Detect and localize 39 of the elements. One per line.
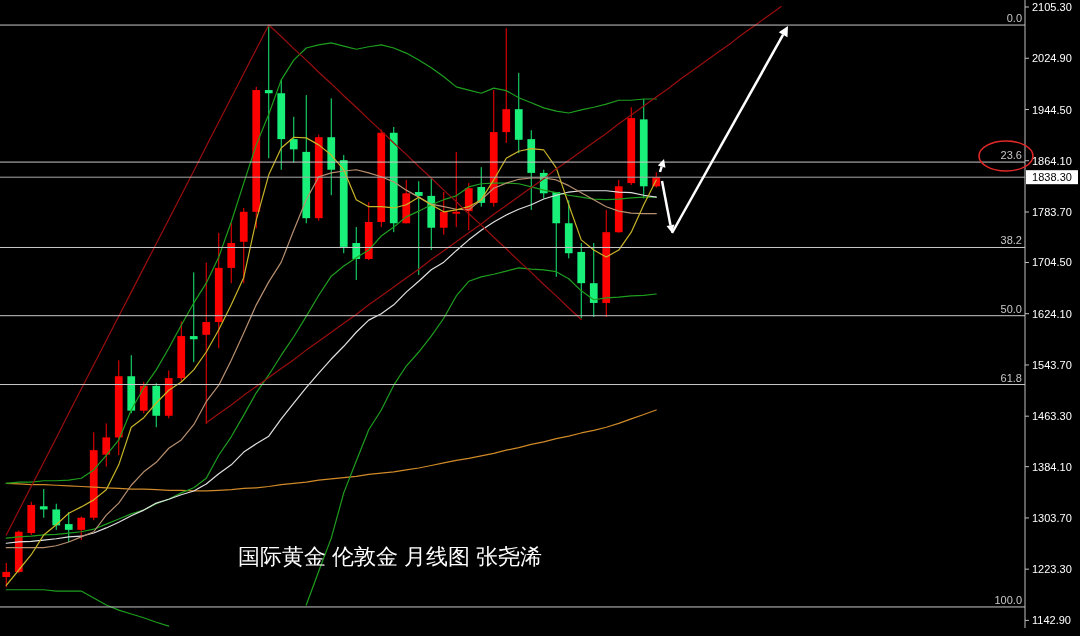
y-tick-label: 1223.30 [1032,563,1072,576]
y-tick-label: 1944.50 [1032,103,1072,116]
y-tick-label: 1543.70 [1032,358,1072,371]
candlestick [414,180,423,276]
candlestick [64,511,73,543]
candlestick [2,562,11,588]
annotation: 50.0 [1000,302,1022,315]
y-tick-label: 1783.70 [1032,205,1072,218]
candlestick [102,422,111,468]
annotation: 23.6 [1000,149,1022,162]
candlestick [202,262,211,425]
y-tick-label: 1384.10 [1032,460,1072,473]
y-tick-label: 1864.10 [1032,154,1072,167]
candlestick [264,25,273,159]
ref-line-label: 1838.30 [1032,171,1072,184]
candlestick [52,503,61,531]
candlestick [452,151,461,228]
candlestick [189,271,198,363]
annotation: 100.0 [994,593,1022,606]
y-tick-label: 1303.70 [1032,511,1072,524]
candlestick [289,116,298,164]
annotation: 0.0 [1006,12,1022,25]
candlestick [439,191,448,236]
candlestick [502,27,511,144]
candlestick [77,515,86,541]
line-series [205,5,782,424]
y-tick-label: 2105.30 [1032,1,1072,14]
annotation: 国际黄金 伦敦金 月线图 张尧浠 [237,544,543,569]
candlestick [39,488,48,519]
y-tick-label: 2024.90 [1032,52,1072,65]
y-tick-label: 1624.10 [1032,307,1072,320]
annotation: 38.2 [1000,234,1022,247]
annotation: 61.8 [1000,371,1022,384]
candlestick [589,242,598,318]
y-tick-label: 1142.90 [1032,614,1071,627]
candlestick [352,226,361,281]
y-tick-label: 1704.50 [1032,256,1072,269]
y-tick-label: 1463.30 [1032,410,1072,423]
line-series [5,42,657,484]
